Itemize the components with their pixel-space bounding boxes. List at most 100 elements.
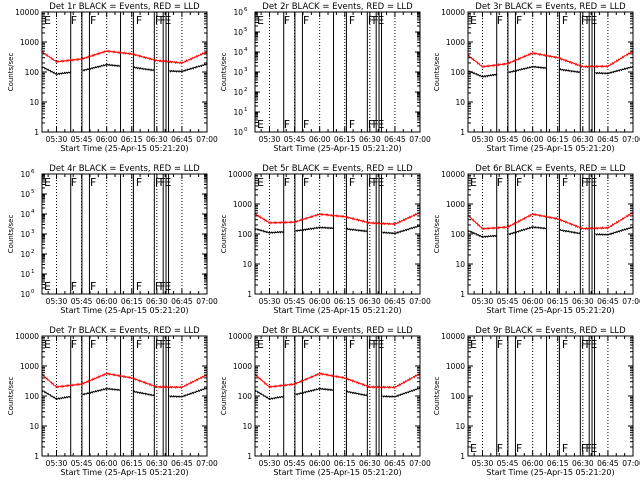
y-tick-label: 6 <box>31 169 35 175</box>
y-axis-label: Counts/sec <box>433 53 441 92</box>
y-tick-label: 1000 <box>233 200 252 209</box>
x-tick-label: 07:00 <box>622 459 640 468</box>
flag-label-f: F <box>155 176 161 189</box>
flag-label-f: F <box>159 14 165 27</box>
flag-label-f: F <box>368 338 374 351</box>
y-tick-label: 10 <box>20 170 30 179</box>
x-tick-label: 06:00 <box>96 135 118 144</box>
x-tick-label: 05:45 <box>284 297 306 306</box>
flag-label-e: E <box>470 338 477 351</box>
panel-title: Det 6r BLACK = Events, RED = LLD <box>475 164 626 174</box>
x-tick-label: 06:45 <box>171 135 193 144</box>
flag-label-e: E <box>257 14 264 27</box>
flag-label-e: E <box>590 14 597 27</box>
flag-label-f: F <box>71 280 77 293</box>
flag-label-f: F <box>159 338 165 351</box>
x-tick-label: 06:30 <box>572 135 594 144</box>
flag-label-e: E <box>377 338 384 351</box>
flag-label-f: F <box>581 176 587 189</box>
x-tick-label: 07:00 <box>196 297 218 306</box>
y-tick-label: 1 <box>34 452 39 461</box>
y-tick-label: 100 <box>25 68 40 77</box>
x-axis-label: Start Time (25-Apr-15 05:21:20) <box>486 144 614 153</box>
flag-label-f: F <box>562 338 568 351</box>
y-tick-label: 100 <box>238 392 253 401</box>
x-tick-label: 05:45 <box>71 297 93 306</box>
y-tick-label: 5 <box>244 27 248 33</box>
flag-label-f: F <box>303 118 309 131</box>
y-tick-label: 100 <box>451 68 466 77</box>
y-tick-label: 1000 <box>20 38 39 47</box>
flag-label-e: E <box>590 176 597 189</box>
x-tick-label: 06:00 <box>309 297 331 306</box>
y-tick-label: 10 <box>29 422 39 431</box>
flag-label-e: E <box>44 176 51 189</box>
flag-label-e: E <box>164 280 171 293</box>
x-tick-label: 06:15 <box>547 135 569 144</box>
flag-label-f: F <box>349 338 355 351</box>
y-tick-label: 10000 <box>441 8 465 17</box>
flag-label-f: F <box>368 118 374 131</box>
y-axis-label: Counts/sec <box>7 377 15 416</box>
flag-label-f: F <box>349 14 355 27</box>
flag-label-f: F <box>349 176 355 189</box>
panel-title: Det 7r BLACK = Events, RED = LLD <box>49 326 200 336</box>
x-axis-label: Start Time (25-Apr-15 05:21:20) <box>273 144 401 153</box>
x-axis-label: Start Time (25-Apr-15 05:21:20) <box>60 468 188 477</box>
flag-label-f: F <box>581 14 587 27</box>
flag-label-f: F <box>562 442 568 455</box>
x-tick-label: 05:45 <box>71 459 93 468</box>
x-tick-label: 06:30 <box>359 135 381 144</box>
panel-title: Det 9r BLACK = Events, RED = LLD <box>475 326 626 336</box>
y-tick-label: 1000 <box>233 362 252 371</box>
series-events-line <box>254 387 421 400</box>
x-tick-label: 06:15 <box>547 459 569 468</box>
flag-label-e: E <box>44 280 51 293</box>
y-tick-label: 1 <box>247 290 252 299</box>
flag-label-e: E <box>257 338 264 351</box>
y-tick-label: 4 <box>244 47 248 53</box>
x-tick-label: 05:45 <box>284 135 306 144</box>
y-tick-label: 10 <box>233 48 243 57</box>
x-tick-label: 06:30 <box>359 459 381 468</box>
flag-label-f: F <box>368 14 374 27</box>
x-tick-label: 06:45 <box>597 297 619 306</box>
x-tick-label: 05:30 <box>46 459 68 468</box>
flag-label-e: E <box>164 338 171 351</box>
flag-label-f: F <box>497 14 503 27</box>
flag-label-f: F <box>516 338 522 351</box>
x-tick-label: 07:00 <box>622 297 640 306</box>
y-tick-label: 0 <box>244 127 248 133</box>
y-tick-label: 3 <box>31 229 35 235</box>
series-lld-line <box>254 372 421 390</box>
flag-label-f: F <box>562 14 568 27</box>
x-tick-label: 06:30 <box>146 459 168 468</box>
y-tick-label: 5 <box>31 189 35 195</box>
y-tick-label: 10 <box>242 422 252 431</box>
flag-label-e: E <box>470 14 477 27</box>
x-tick-label: 07:00 <box>409 297 431 306</box>
x-tick-label: 06:45 <box>597 459 619 468</box>
x-tick-label: 06:00 <box>522 297 544 306</box>
flag-label-f: F <box>516 176 522 189</box>
series-lld-line <box>467 50 634 69</box>
flag-label-f: F <box>303 338 309 351</box>
x-tick-label: 05:45 <box>497 459 519 468</box>
x-tick-label: 05:45 <box>71 135 93 144</box>
y-tick-label: 10000 <box>15 332 39 341</box>
flag-label-f: F <box>368 176 374 189</box>
x-axis-label: Start Time (25-Apr-15 05:21:20) <box>486 306 614 315</box>
flag-label-f: F <box>303 14 309 27</box>
flag-label-f: F <box>136 14 142 27</box>
y-tick-label: 0 <box>31 289 35 295</box>
x-tick-label: 06:30 <box>359 297 381 306</box>
y-tick-label: 10 <box>242 260 252 269</box>
series-events-line <box>254 224 421 235</box>
panel-title: Det 2r BLACK = Events, RED = LLD <box>262 2 413 12</box>
x-tick-label: 06:30 <box>572 297 594 306</box>
